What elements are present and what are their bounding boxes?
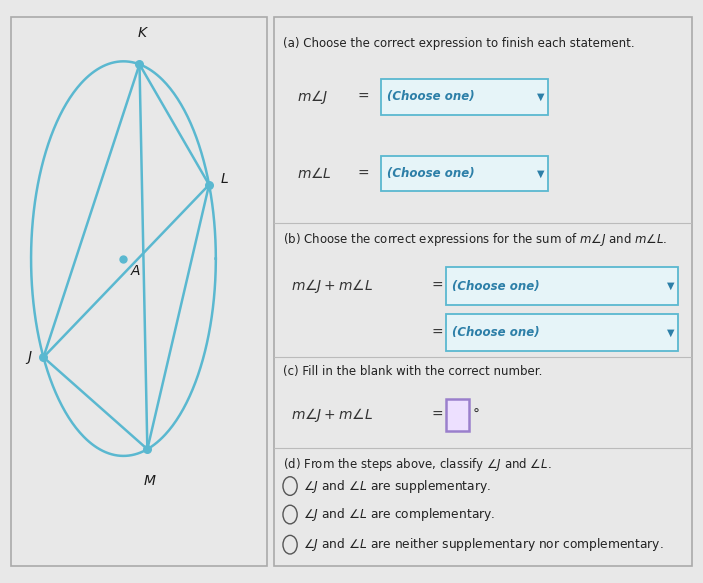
FancyBboxPatch shape xyxy=(381,79,548,115)
Text: J: J xyxy=(28,350,32,364)
Text: (Choose one): (Choose one) xyxy=(387,167,475,180)
Text: $m\angle J + m\angle L$: $m\angle J + m\angle L$ xyxy=(291,277,373,295)
Text: ▼: ▼ xyxy=(537,168,544,178)
Text: (a) Choose the correct expression to finish each statement.: (a) Choose the correct expression to fin… xyxy=(283,37,634,50)
Text: (b) Choose the correct expressions for the sum of $m\angle J$ and $m\angle L$.: (b) Choose the correct expressions for t… xyxy=(283,231,667,248)
Text: ▼: ▼ xyxy=(666,281,674,291)
Text: (c) Fill in the blank with the correct number.: (c) Fill in the blank with the correct n… xyxy=(283,366,542,378)
Text: °: ° xyxy=(473,408,480,422)
FancyBboxPatch shape xyxy=(446,268,678,305)
Point xyxy=(142,444,153,454)
Text: $m\angle J + m\angle L$: $m\angle J + m\angle L$ xyxy=(291,406,373,424)
Text: =: = xyxy=(431,279,443,293)
Point xyxy=(134,59,145,69)
FancyBboxPatch shape xyxy=(381,156,548,191)
Text: ▼: ▼ xyxy=(666,328,674,338)
Text: (Choose one): (Choose one) xyxy=(387,90,475,103)
Text: $m\angle L$: $m\angle L$ xyxy=(297,166,332,181)
Point xyxy=(203,180,214,189)
Text: ▼: ▼ xyxy=(537,92,544,102)
Text: $\angle J$ and $\angle L$ are neither supplementary nor complementary.: $\angle J$ and $\angle L$ are neither su… xyxy=(302,536,663,553)
Text: =: = xyxy=(358,90,370,104)
Text: K: K xyxy=(138,26,147,40)
Text: M: M xyxy=(144,474,156,488)
Text: A: A xyxy=(131,264,141,278)
FancyBboxPatch shape xyxy=(446,399,469,431)
Text: =: = xyxy=(431,408,443,422)
Text: (d) From the steps above, classify $\angle J$ and $\angle L$.: (d) From the steps above, classify $\ang… xyxy=(283,456,551,473)
Text: (Choose one): (Choose one) xyxy=(452,326,540,339)
Point xyxy=(118,254,129,264)
Text: $\angle J$ and $\angle L$ are complementary.: $\angle J$ and $\angle L$ are complement… xyxy=(302,506,495,523)
Point xyxy=(38,353,49,362)
Text: $\angle J$ and $\angle L$ are supplementary.: $\angle J$ and $\angle L$ are supplement… xyxy=(302,477,491,494)
Text: $m\angle J$: $m\angle J$ xyxy=(297,88,329,106)
Text: (Choose one): (Choose one) xyxy=(452,279,540,293)
Text: L: L xyxy=(221,172,228,186)
Text: =: = xyxy=(431,325,443,340)
FancyBboxPatch shape xyxy=(446,314,678,351)
Text: =: = xyxy=(358,167,370,181)
